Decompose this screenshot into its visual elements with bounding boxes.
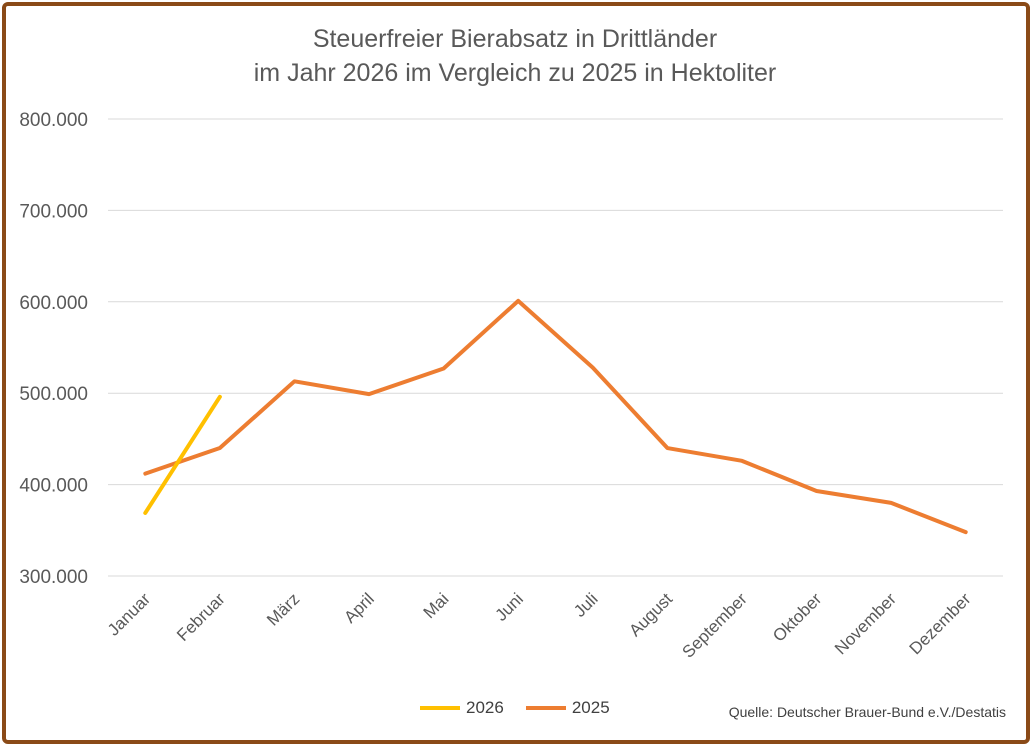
x-tick-label: September <box>679 589 751 661</box>
series-line-2026 <box>143 394 222 515</box>
legend-item-2025: 2025 <box>525 698 610 718</box>
source-note: Quelle: Deutscher Brauer-Bund e.V./Desta… <box>728 704 1006 720</box>
y-tick-label: 700.000 <box>19 201 88 222</box>
x-tick-label: November <box>831 589 900 658</box>
chart-title: Steuerfreier Bierabsatz in Drittländer i… <box>0 22 1030 90</box>
x-tick-label: Mai <box>420 589 453 622</box>
x-tick-label: Oktober <box>769 589 825 645</box>
legend-label-2026: 2026 <box>466 698 504 717</box>
legend-swatch-2026 <box>420 706 460 710</box>
x-tick-label: Juli <box>570 589 601 620</box>
x-tick-label: März <box>263 589 303 629</box>
legend-item-2026: 2026 <box>420 698 504 718</box>
x-tick-label: Juni <box>492 589 527 624</box>
legend-label-2025: 2025 <box>571 698 610 717</box>
y-tick-label: 500.000 <box>19 384 88 405</box>
x-tick-label: April <box>340 589 377 626</box>
y-tick-label: 400.000 <box>19 476 88 497</box>
legend: 2026 2025 <box>420 698 610 718</box>
x-tick-label: Januar <box>104 589 154 639</box>
y-tick-label: 300.000 <box>19 567 88 588</box>
chart-title-line-1: Steuerfreier Bierabsatz in Drittländer <box>312 25 718 53</box>
y-tick-label: 800.000 <box>19 110 88 131</box>
x-tick-label: August <box>625 589 676 640</box>
chart-title-line-2: im Jahr 2026 im Vergleich zu 2025 in Hek… <box>253 59 777 87</box>
legend-swatch-2025 <box>525 706 566 710</box>
series-line-2025 <box>143 298 968 535</box>
y-tick-label: 600.000 <box>19 293 88 314</box>
x-tick-label: Dezember <box>906 589 975 658</box>
x-tick-label: Februar <box>173 589 229 645</box>
